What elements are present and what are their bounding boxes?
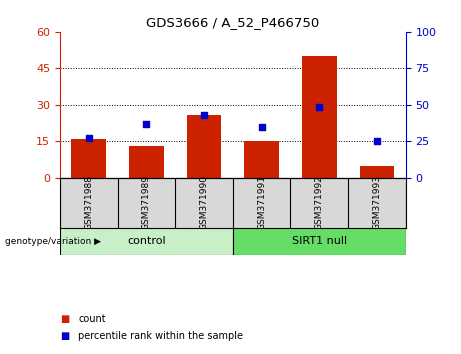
Text: ■: ■: [60, 314, 69, 324]
Text: ■: ■: [60, 331, 69, 341]
Text: genotype/variation ▶: genotype/variation ▶: [5, 237, 100, 246]
Text: GSM371991: GSM371991: [257, 175, 266, 230]
Text: control: control: [127, 236, 165, 246]
Text: GSM371989: GSM371989: [142, 175, 151, 230]
Point: [142, 121, 150, 127]
Text: GSM371992: GSM371992: [315, 175, 324, 230]
Text: GSM371990: GSM371990: [200, 175, 208, 230]
Bar: [187, 115, 221, 178]
Bar: [302, 56, 337, 178]
Text: GSM371988: GSM371988: [84, 175, 93, 230]
Text: count: count: [78, 314, 106, 324]
Text: GSM371993: GSM371993: [372, 175, 381, 230]
Point: [373, 138, 381, 144]
Point: [258, 124, 266, 130]
Bar: [60, 228, 233, 255]
Point: [315, 104, 323, 110]
Point: [85, 135, 92, 141]
Text: percentile rank within the sample: percentile rank within the sample: [78, 331, 243, 341]
Bar: [129, 146, 164, 178]
Bar: [71, 139, 106, 178]
Bar: [233, 228, 406, 255]
Bar: [360, 166, 394, 178]
Text: SIRT1 null: SIRT1 null: [292, 236, 347, 246]
Bar: [244, 141, 279, 178]
Point: [200, 112, 207, 118]
Title: GDS3666 / A_52_P466750: GDS3666 / A_52_P466750: [146, 16, 319, 29]
